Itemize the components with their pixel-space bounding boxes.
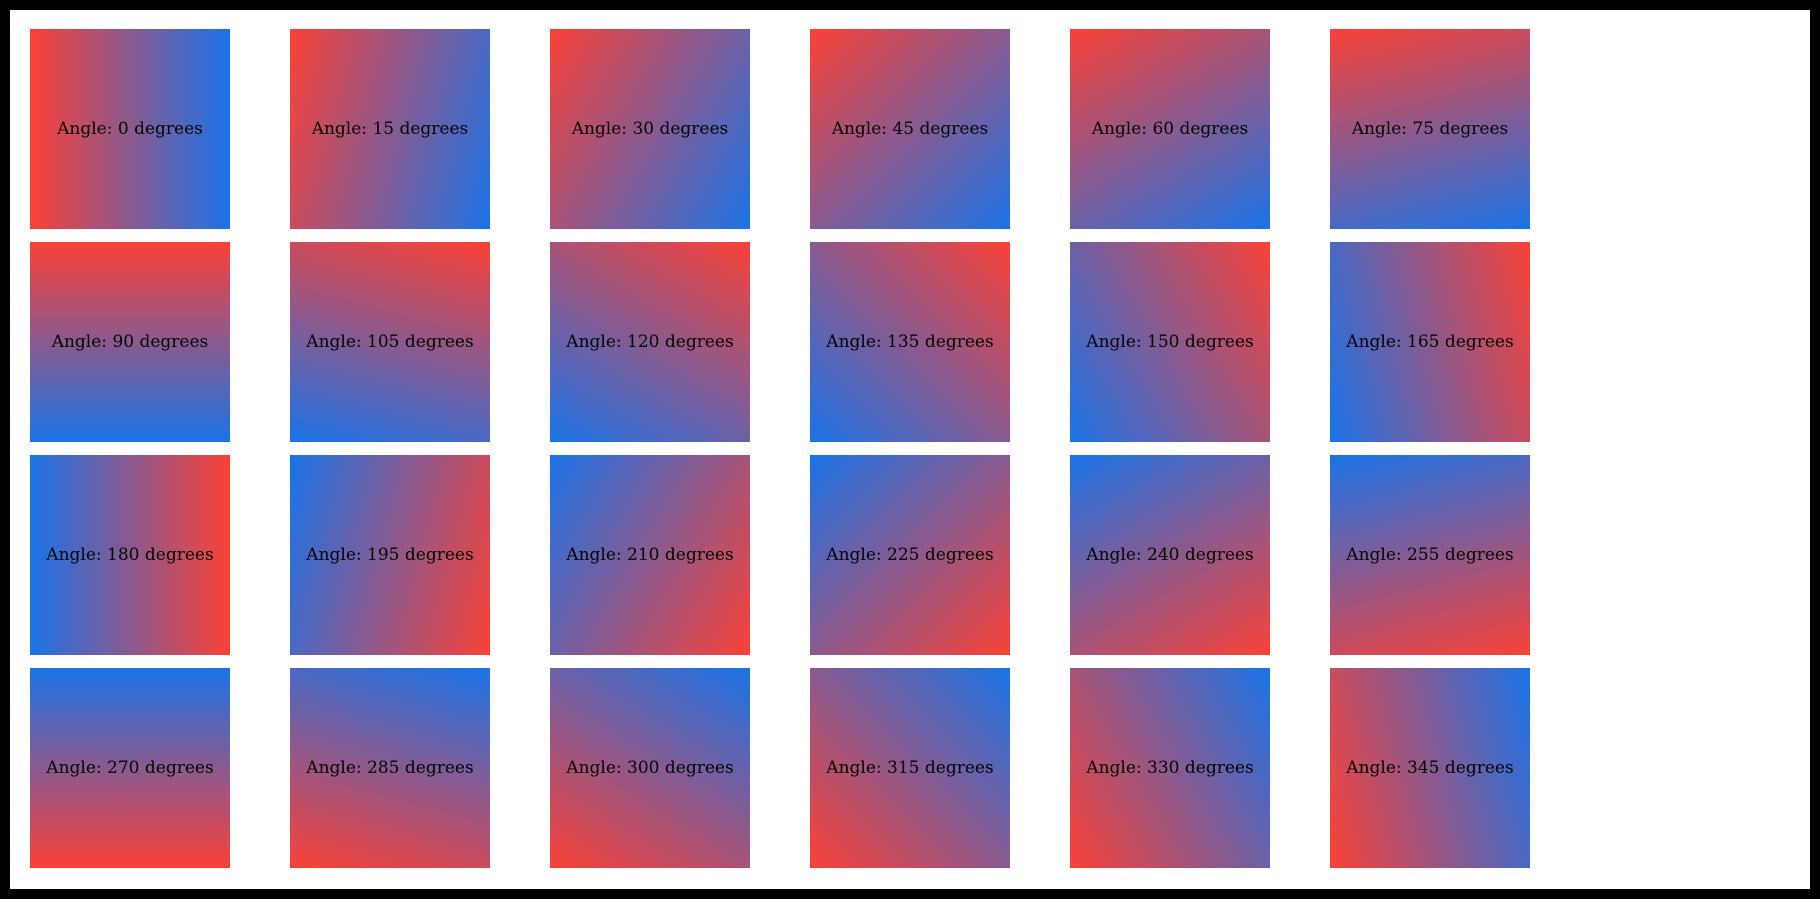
card-angle-label: Angle: 90 degrees bbox=[51, 331, 209, 352]
gradient-card: Angle: 180 degrees bbox=[30, 455, 230, 655]
gradient-card: Angle: 15 degrees bbox=[290, 29, 490, 229]
gradient-card: Angle: 300 degrees bbox=[550, 668, 750, 868]
gradient-card: Angle: 330 degrees bbox=[1070, 668, 1270, 868]
card-angle-label: Angle: 30 degrees bbox=[571, 118, 729, 139]
card-angle-label: Angle: 120 degrees bbox=[566, 331, 734, 352]
card-angle-label: Angle: 285 degrees bbox=[306, 757, 474, 778]
gradient-card: Angle: 60 degrees bbox=[1070, 29, 1270, 229]
gradient-card: Angle: 150 degrees bbox=[1070, 242, 1270, 442]
gradient-card: Angle: 90 degrees bbox=[30, 242, 230, 442]
gradient-card: Angle: 165 degrees bbox=[1330, 242, 1530, 442]
card-angle-label: Angle: 0 degrees bbox=[57, 118, 203, 139]
gradient-card: Angle: 210 degrees bbox=[550, 455, 750, 655]
card-angle-label: Angle: 135 degrees bbox=[826, 331, 994, 352]
gradient-grid: Angle: 0 degrees Angle: 15 degrees Angle… bbox=[30, 29, 1610, 881]
gradient-card: Angle: 30 degrees bbox=[550, 29, 750, 229]
card-angle-label: Angle: 165 degrees bbox=[1346, 331, 1514, 352]
gradient-card: Angle: 345 degrees bbox=[1330, 668, 1530, 868]
card-angle-label: Angle: 255 degrees bbox=[1346, 544, 1514, 565]
gradient-card: Angle: 120 degrees bbox=[550, 242, 750, 442]
gradient-card: Angle: 315 degrees bbox=[810, 668, 1010, 868]
card-angle-label: Angle: 60 degrees bbox=[1091, 118, 1249, 139]
card-angle-label: Angle: 105 degrees bbox=[306, 331, 474, 352]
card-angle-label: Angle: 75 degrees bbox=[1351, 118, 1509, 139]
card-angle-label: Angle: 330 degrees bbox=[1086, 757, 1254, 778]
gradient-card: Angle: 75 degrees bbox=[1330, 29, 1530, 229]
card-angle-label: Angle: 45 degrees bbox=[831, 118, 989, 139]
gradient-card: Angle: 45 degrees bbox=[810, 29, 1010, 229]
gradient-card: Angle: 240 degrees bbox=[1070, 455, 1270, 655]
card-angle-label: Angle: 300 degrees bbox=[566, 757, 734, 778]
card-angle-label: Angle: 150 degrees bbox=[1086, 331, 1254, 352]
gradient-card: Angle: 285 degrees bbox=[290, 668, 490, 868]
gradient-card: Angle: 105 degrees bbox=[290, 242, 490, 442]
gradient-card: Angle: 195 degrees bbox=[290, 455, 490, 655]
card-angle-label: Angle: 240 degrees bbox=[1086, 544, 1254, 565]
card-angle-label: Angle: 15 degrees bbox=[311, 118, 469, 139]
gradient-card: Angle: 255 degrees bbox=[1330, 455, 1530, 655]
gradient-card: Angle: 135 degrees bbox=[810, 242, 1010, 442]
card-angle-label: Angle: 180 degrees bbox=[46, 544, 214, 565]
card-angle-label: Angle: 210 degrees bbox=[566, 544, 734, 565]
card-angle-label: Angle: 270 degrees bbox=[46, 757, 214, 778]
card-angle-label: Angle: 315 degrees bbox=[826, 757, 994, 778]
card-angle-label: Angle: 225 degrees bbox=[826, 544, 994, 565]
gradient-card: Angle: 0 degrees bbox=[30, 29, 230, 229]
card-angle-label: Angle: 195 degrees bbox=[306, 544, 474, 565]
card-angle-label: Angle: 345 degrees bbox=[1346, 757, 1514, 778]
gradient-card: Angle: 225 degrees bbox=[810, 455, 1010, 655]
gradient-card: Angle: 270 degrees bbox=[30, 668, 230, 868]
